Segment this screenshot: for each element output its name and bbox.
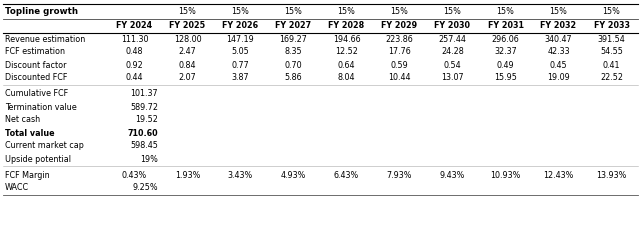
Text: 22.52: 22.52 bbox=[600, 73, 623, 83]
Text: 15%: 15% bbox=[603, 6, 620, 16]
Text: 0.59: 0.59 bbox=[390, 60, 408, 70]
Text: 589.72: 589.72 bbox=[130, 102, 158, 112]
Text: Termination value: Termination value bbox=[5, 102, 77, 112]
Text: 169.27: 169.27 bbox=[280, 35, 307, 43]
Text: FY 2032: FY 2032 bbox=[540, 20, 577, 30]
Text: FY 2031: FY 2031 bbox=[488, 20, 524, 30]
Text: 9.43%: 9.43% bbox=[440, 170, 465, 180]
Text: 6.43%: 6.43% bbox=[334, 170, 359, 180]
Text: FY 2030: FY 2030 bbox=[435, 20, 470, 30]
Text: 0.64: 0.64 bbox=[338, 60, 355, 70]
Text: 598.45: 598.45 bbox=[130, 142, 158, 150]
Text: 0.41: 0.41 bbox=[603, 60, 620, 70]
Text: Current market cap: Current market cap bbox=[5, 142, 84, 150]
Text: FY 2026: FY 2026 bbox=[223, 20, 259, 30]
Text: Upside potential: Upside potential bbox=[5, 155, 71, 163]
Text: 19.09: 19.09 bbox=[547, 73, 570, 83]
Text: FY 2033: FY 2033 bbox=[593, 20, 630, 30]
Text: 12.52: 12.52 bbox=[335, 48, 358, 56]
Text: 1.93%: 1.93% bbox=[175, 170, 200, 180]
Text: FCF estimation: FCF estimation bbox=[5, 48, 65, 56]
Text: 7.93%: 7.93% bbox=[387, 170, 412, 180]
Text: 13.93%: 13.93% bbox=[596, 170, 627, 180]
Text: 12.43%: 12.43% bbox=[543, 170, 573, 180]
Text: 13.07: 13.07 bbox=[441, 73, 464, 83]
Text: 0.49: 0.49 bbox=[497, 60, 515, 70]
Text: 8.04: 8.04 bbox=[338, 73, 355, 83]
Text: Topline growth: Topline growth bbox=[5, 6, 78, 16]
Text: 10.93%: 10.93% bbox=[490, 170, 521, 180]
Text: 391.54: 391.54 bbox=[598, 35, 625, 43]
Text: FY 2029: FY 2029 bbox=[381, 20, 417, 30]
Text: 3.87: 3.87 bbox=[232, 73, 250, 83]
Text: FY 2025: FY 2025 bbox=[170, 20, 205, 30]
Text: 15.95: 15.95 bbox=[494, 73, 517, 83]
Text: 19%: 19% bbox=[140, 155, 158, 163]
Text: 15%: 15% bbox=[444, 6, 461, 16]
Text: 15%: 15% bbox=[337, 6, 355, 16]
Text: 257.44: 257.44 bbox=[438, 35, 467, 43]
Text: 2.47: 2.47 bbox=[179, 48, 196, 56]
Text: 10.44: 10.44 bbox=[388, 73, 411, 83]
Text: 15%: 15% bbox=[285, 6, 303, 16]
Text: Revenue estimation: Revenue estimation bbox=[5, 35, 85, 43]
Text: 0.70: 0.70 bbox=[285, 60, 302, 70]
Text: FCF Margin: FCF Margin bbox=[5, 170, 50, 180]
Text: 223.86: 223.86 bbox=[386, 35, 413, 43]
Text: 5.05: 5.05 bbox=[232, 48, 250, 56]
Text: 111.30: 111.30 bbox=[121, 35, 148, 43]
Text: 0.84: 0.84 bbox=[179, 60, 196, 70]
Text: 15%: 15% bbox=[550, 6, 568, 16]
Text: 128.00: 128.00 bbox=[173, 35, 202, 43]
Text: 32.37: 32.37 bbox=[494, 48, 517, 56]
Text: 296.06: 296.06 bbox=[492, 35, 520, 43]
Text: FY 2024: FY 2024 bbox=[116, 20, 152, 30]
Text: 15%: 15% bbox=[497, 6, 515, 16]
Text: 3.43%: 3.43% bbox=[228, 170, 253, 180]
Text: FY 2027: FY 2027 bbox=[275, 20, 312, 30]
Text: 15%: 15% bbox=[232, 6, 250, 16]
Text: Net cash: Net cash bbox=[5, 115, 40, 125]
Text: 0.92: 0.92 bbox=[125, 60, 143, 70]
Text: 17.76: 17.76 bbox=[388, 48, 411, 56]
Text: 0.77: 0.77 bbox=[232, 60, 250, 70]
Text: Discount factor: Discount factor bbox=[5, 60, 67, 70]
Text: 19.52: 19.52 bbox=[135, 115, 158, 125]
Text: 340.47: 340.47 bbox=[545, 35, 572, 43]
Text: Cumulative FCF: Cumulative FCF bbox=[5, 90, 68, 98]
Text: 0.54: 0.54 bbox=[444, 60, 461, 70]
Text: 0.43%: 0.43% bbox=[122, 170, 147, 180]
Text: 15%: 15% bbox=[179, 6, 196, 16]
Text: 9.25%: 9.25% bbox=[132, 184, 158, 192]
Text: 4.93%: 4.93% bbox=[281, 170, 306, 180]
Text: 147.19: 147.19 bbox=[227, 35, 254, 43]
Text: 0.44: 0.44 bbox=[125, 73, 143, 83]
Text: 42.33: 42.33 bbox=[547, 48, 570, 56]
Text: 2.07: 2.07 bbox=[179, 73, 196, 83]
Text: Total value: Total value bbox=[5, 128, 54, 138]
Text: 5.86: 5.86 bbox=[285, 73, 302, 83]
Text: 54.55: 54.55 bbox=[600, 48, 623, 56]
Text: Discounted FCF: Discounted FCF bbox=[5, 73, 67, 83]
Text: 15%: 15% bbox=[390, 6, 408, 16]
Text: 710.60: 710.60 bbox=[127, 128, 158, 138]
Text: 0.48: 0.48 bbox=[125, 48, 143, 56]
Text: 101.37: 101.37 bbox=[131, 90, 158, 98]
Text: 0.45: 0.45 bbox=[550, 60, 567, 70]
Text: FY 2028: FY 2028 bbox=[328, 20, 365, 30]
Text: 194.66: 194.66 bbox=[333, 35, 360, 43]
Text: 8.35: 8.35 bbox=[285, 48, 302, 56]
Text: 24.28: 24.28 bbox=[441, 48, 464, 56]
Text: WACC: WACC bbox=[5, 184, 29, 192]
